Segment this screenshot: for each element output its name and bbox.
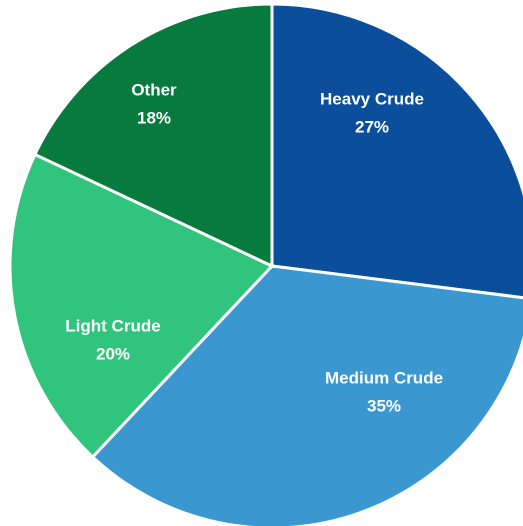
slice-value-label: 27% — [355, 117, 389, 136]
pie-slice — [270, 2, 523, 300]
slice-value-label: 18% — [137, 108, 171, 127]
pie-slice — [90, 264, 523, 526]
slice-label: Light Crude — [65, 316, 160, 335]
slice-value-label: 35% — [367, 396, 401, 415]
pie-slice — [32, 2, 274, 269]
slice-value-label: 20% — [96, 344, 130, 363]
slice-label: Heavy Crude — [320, 89, 424, 108]
slice-label: Other — [131, 80, 177, 99]
pie-slice — [8, 152, 275, 460]
slice-label: Medium Crude — [325, 368, 443, 387]
